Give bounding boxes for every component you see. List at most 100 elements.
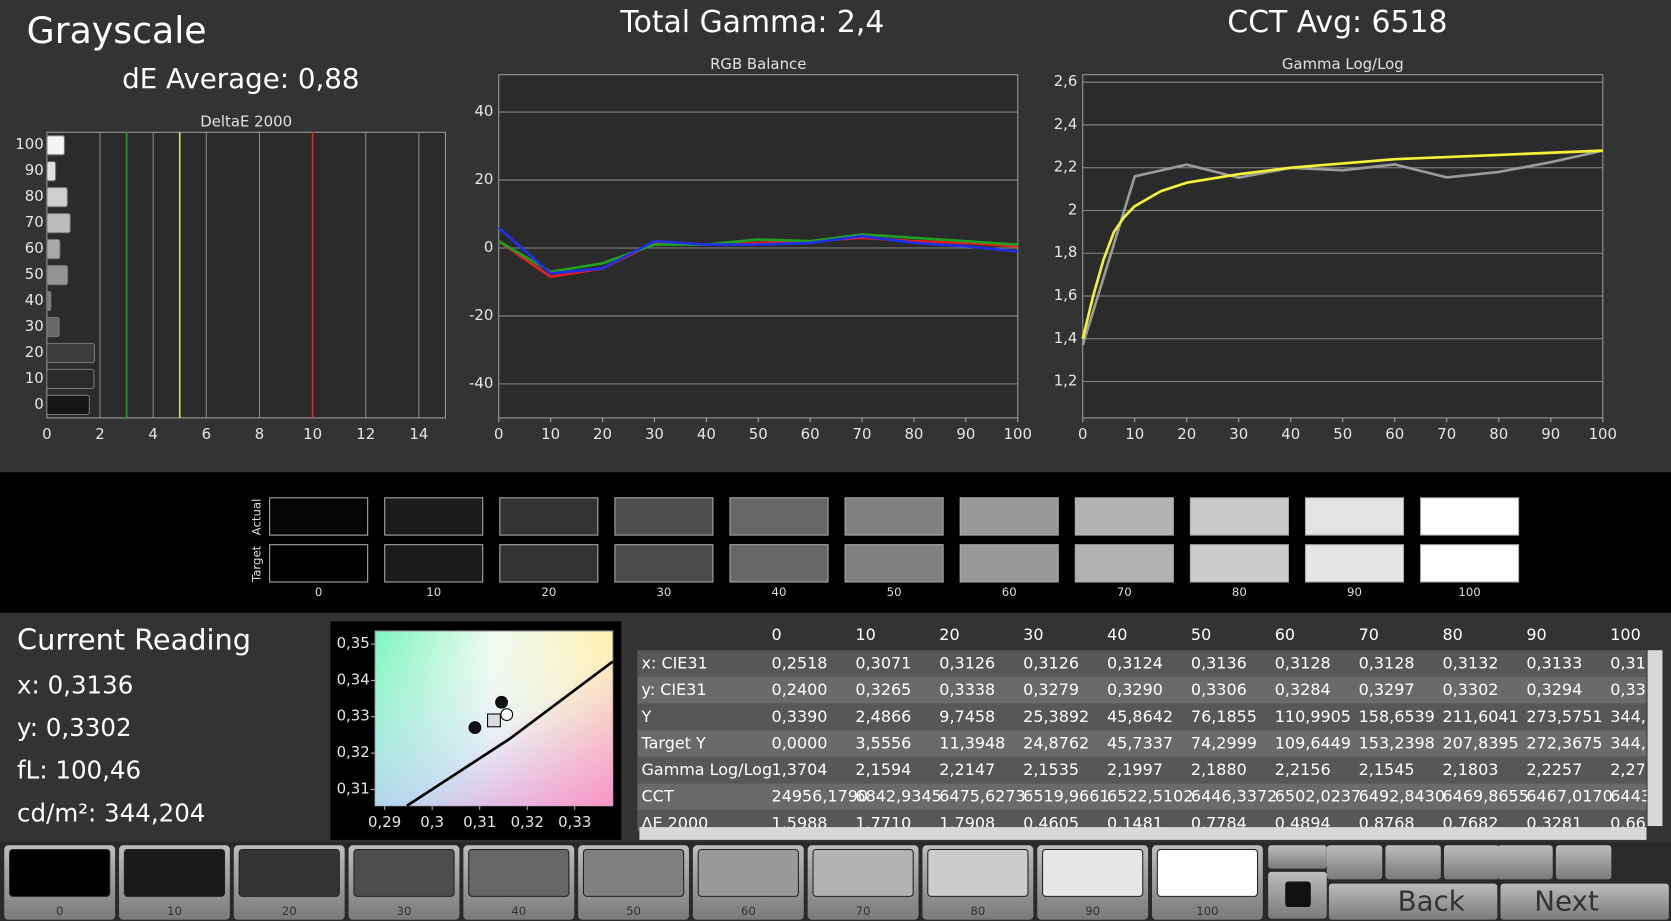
table-cell: 109,6449 <box>1275 733 1351 752</box>
x-tick-label: 0,29 <box>368 813 401 831</box>
column-header: 40 <box>1107 625 1127 644</box>
table-cell: y: CIE31 <box>642 680 707 699</box>
table-cell: 0,2518 <box>772 654 828 673</box>
y-tick-label: 0,33 <box>337 707 370 725</box>
x-tick-label: 0 <box>42 425 51 443</box>
button-label: 70 <box>856 904 871 918</box>
bar <box>46 316 60 338</box>
table-cell: 0,3290 <box>1107 680 1163 699</box>
locus-line <box>406 660 614 807</box>
x-tick-label: 10 <box>541 425 560 443</box>
category-label: 40 <box>25 291 44 309</box>
nav-label[interactable]: Back <box>1398 885 1465 918</box>
table-cell: 153,2398 <box>1359 733 1435 752</box>
table-cell: 6492,8430 <box>1359 787 1445 806</box>
table-cell: 76,1855 <box>1191 707 1257 726</box>
plot-area <box>1082 74 1604 419</box>
level-button[interactable]: 100 <box>1152 845 1263 920</box>
table-cell: 6502,0237 <box>1275 787 1361 806</box>
table-row <box>637 676 1647 704</box>
button-swatch <box>1156 848 1259 897</box>
swatch-label: 50 <box>887 585 902 599</box>
cct-average: CCT Avg: 6518 <box>1227 5 1447 40</box>
table-cell: 6522,5102 <box>1107 787 1193 806</box>
swatch-label: 20 <box>541 585 556 599</box>
bar <box>46 394 90 416</box>
x-tick-label: 12 <box>356 425 375 443</box>
reading-x: x: 0,3136 <box>17 670 133 699</box>
level-button[interactable]: 20 <box>233 845 345 920</box>
y-tick-label: 0,32 <box>337 743 370 761</box>
table-row <box>637 703 1647 731</box>
table-cell: 0,33 <box>1610 680 1646 699</box>
control-button[interactable] <box>1555 845 1612 880</box>
level-button[interactable]: 0 <box>4 845 116 920</box>
category-label: 50 <box>25 265 44 283</box>
x-tick-label: 30 <box>1229 425 1248 443</box>
button-swatch <box>9 848 111 897</box>
x-tick-label: 2 <box>95 425 104 443</box>
column-header: 80 <box>1443 625 1463 644</box>
column-header: 10 <box>855 625 875 644</box>
table-cell: 6443 <box>1610 787 1651 806</box>
level-button[interactable]: 10 <box>119 845 230 920</box>
y-tick-label: 2 <box>1068 200 1077 218</box>
x-tick-label: 10 <box>1125 425 1144 443</box>
level-button[interactable]: 70 <box>807 845 919 920</box>
point <box>468 721 482 735</box>
y-tick-label: -40 <box>469 374 493 392</box>
nav-label[interactable]: Next <box>1534 885 1599 918</box>
stop-icon <box>1285 881 1311 908</box>
button-label: 10 <box>167 904 182 918</box>
y-tick-label: 40 <box>474 102 493 120</box>
table-cell: 0,3284 <box>1275 680 1331 699</box>
x-tick-label: 0,32 <box>511 813 544 831</box>
table-cell: x: CIE31 <box>642 654 708 673</box>
bar <box>46 187 68 208</box>
target-swatch <box>1074 544 1174 583</box>
nav-button[interactable] <box>1500 883 1669 920</box>
table-cell: CCT <box>642 787 674 806</box>
control-button[interactable] <box>1268 845 1327 869</box>
swatch-label: 100 <box>1458 585 1480 599</box>
target-swatch <box>614 544 714 583</box>
series-line <box>498 233 1018 274</box>
swatch-label: 0 <box>315 585 322 599</box>
control-button[interactable] <box>1497 845 1553 880</box>
table-row <box>637 783 1647 811</box>
actual-swatch <box>1420 497 1520 536</box>
point <box>487 713 501 728</box>
table-cell: 0,3124 <box>1107 654 1163 673</box>
category-label: 80 <box>25 187 44 205</box>
level-button[interactable]: 40 <box>463 845 575 920</box>
x-tick-label: 100 <box>1589 425 1617 443</box>
actual-swatch <box>384 497 484 536</box>
y-tick-label: 1,6 <box>1054 286 1078 304</box>
plot-area <box>498 74 1019 419</box>
table-cell: 0,7784 <box>1191 813 1247 832</box>
table-cell: 0,3126 <box>1023 654 1079 673</box>
bar <box>46 213 71 234</box>
target-swatch <box>499 544 599 583</box>
level-button[interactable]: 50 <box>578 845 689 920</box>
control-button[interactable] <box>1385 845 1441 880</box>
level-button[interactable]: 60 <box>692 845 804 920</box>
control-button[interactable] <box>1326 845 1383 880</box>
level-button[interactable]: 80 <box>922 845 1034 920</box>
table-cell: 0,3294 <box>1526 680 1582 699</box>
level-button[interactable]: 30 <box>348 845 460 920</box>
bar <box>46 161 57 182</box>
reading-cdm2: cd/m²: 344,204 <box>17 798 205 827</box>
x-tick-label: 100 <box>1004 425 1032 443</box>
x-tick-label: 80 <box>904 425 923 443</box>
x-tick-label: 40 <box>697 425 716 443</box>
button-swatch <box>353 848 455 897</box>
level-button[interactable]: 90 <box>1037 845 1149 920</box>
table-cell: 0,3338 <box>939 680 995 699</box>
y-tick-label: 0,35 <box>337 634 370 652</box>
series-line <box>497 226 1018 275</box>
table-cell: 0,4894 <box>1275 813 1331 832</box>
control-button[interactable] <box>1444 845 1500 880</box>
nav-button[interactable] <box>1328 883 1498 920</box>
x-tick-label: 0,33 <box>558 813 591 831</box>
